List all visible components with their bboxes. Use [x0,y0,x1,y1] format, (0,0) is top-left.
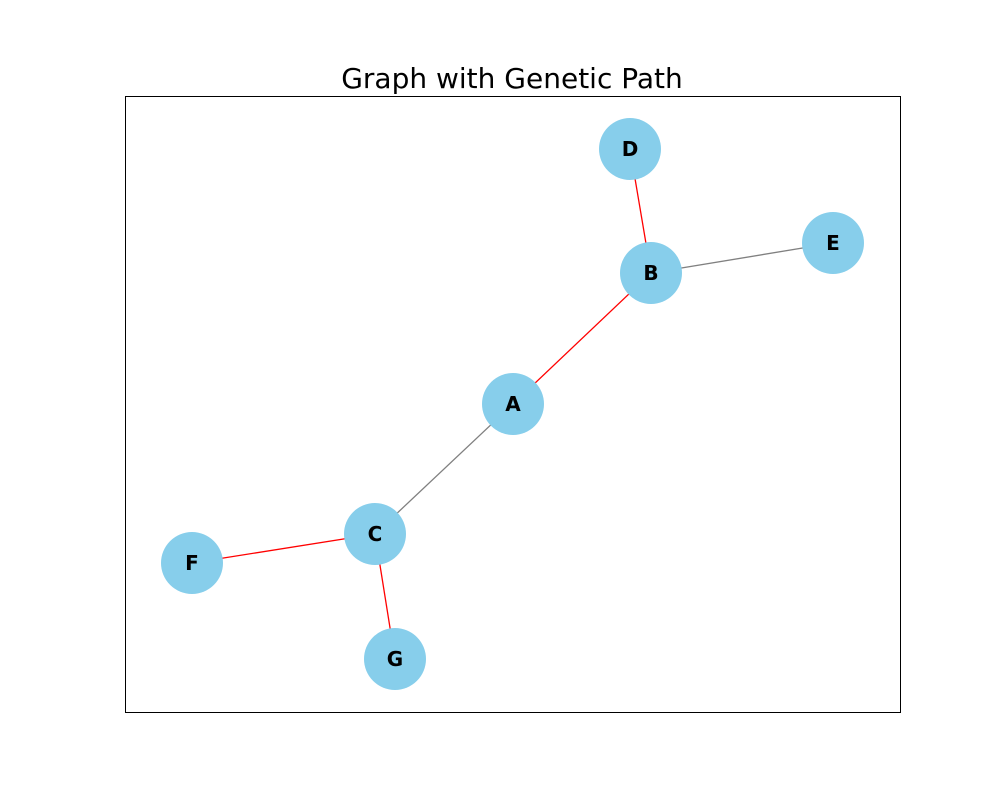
node-circle [344,503,406,565]
node-label: D [622,137,639,161]
node-label: F [185,551,199,575]
node-label: C [368,522,383,546]
node-circle [802,212,864,274]
edge-a-c [374,403,514,535]
node-circle [364,628,426,690]
node-circle [161,532,223,594]
nodes-layer: A B C D E F G [161,118,864,690]
figure-title: Graph with Genetic Path [341,62,683,95]
node-circle [620,242,682,304]
node-g: G [364,628,426,690]
plot-frame [125,96,901,713]
node-a: A [482,373,544,435]
node-circle [599,118,661,180]
node-d: D [599,118,661,180]
node-label: E [826,231,840,255]
node-label: B [643,261,658,285]
node-label: G [387,647,403,671]
node-e: E [802,212,864,274]
node-f: F [161,532,223,594]
node-circle [482,373,544,435]
edge-a-b [512,272,652,405]
node-label: A [505,392,521,416]
node-b: B [620,242,682,304]
node-c: C [344,503,406,565]
